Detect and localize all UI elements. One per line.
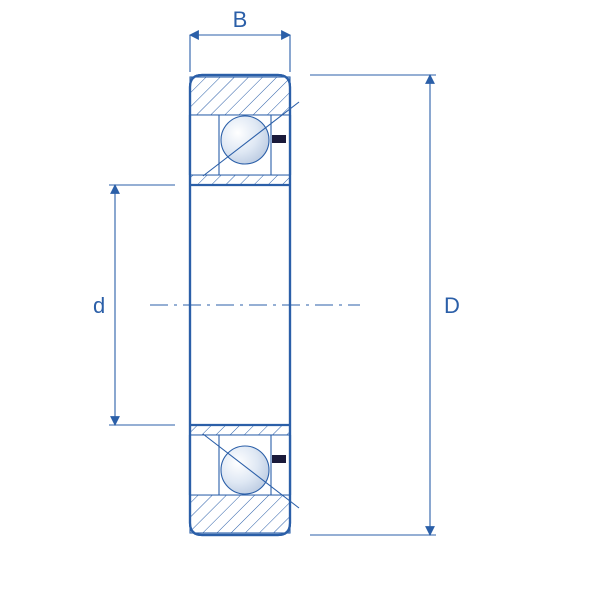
dim-B-label: B: [233, 7, 248, 32]
outer-race-bottom: [190, 495, 290, 533]
inner-race-bottom: [190, 425, 290, 435]
contact-notch: [272, 135, 286, 143]
outer-race-top: [190, 77, 290, 115]
contact-notch: [272, 455, 286, 463]
inner-race-top: [190, 175, 290, 185]
dim-D-label: D: [444, 293, 460, 318]
dim-d-label: d: [93, 293, 105, 318]
bearing-cross-section-diagram: B Dd: [0, 0, 600, 600]
